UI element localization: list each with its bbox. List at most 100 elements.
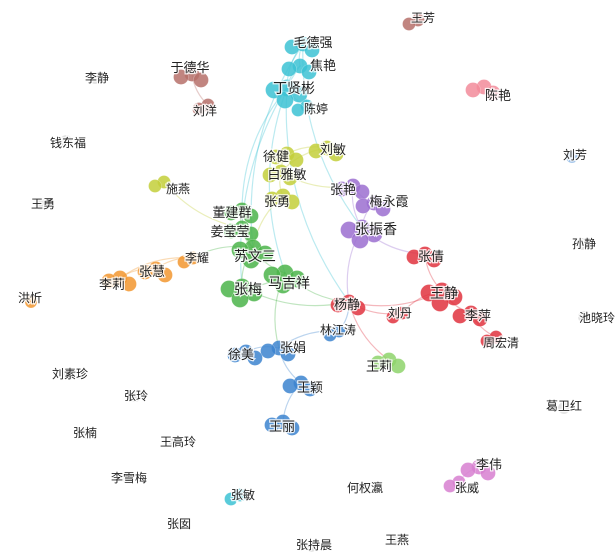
network-node: [291, 99, 314, 117]
node-label: 张慧: [139, 264, 165, 280]
network-node: [263, 264, 306, 294]
node-bubble: [480, 334, 494, 348]
node-bubble: [274, 276, 292, 294]
node-label: 钱东福: [50, 135, 86, 150]
network-node: [260, 340, 296, 362]
node-bubble: [351, 231, 369, 249]
node-bubble: [350, 300, 366, 316]
node-bubble: [557, 401, 571, 415]
network-node: [168, 435, 182, 449]
node-label: 于德华: [170, 61, 209, 76]
node-label: 李伟: [476, 458, 502, 473]
node-bubble: [308, 143, 324, 159]
node-bubble: [577, 310, 591, 324]
network-node: [223, 202, 259, 224]
node-bubble: [192, 102, 206, 116]
network-node: [282, 375, 318, 397]
node-bubble: [121, 471, 135, 485]
node-bubble: [262, 167, 278, 183]
node-bubble: [431, 294, 449, 312]
network-node: [265, 79, 308, 109]
node-label: 王静: [430, 286, 458, 302]
node-label: 张勇: [264, 195, 290, 210]
node-label: 刘洋: [193, 103, 217, 118]
network-node: [128, 389, 142, 403]
node-bubble: [334, 181, 350, 197]
node-label: 马吉祥: [268, 276, 310, 292]
node-label: 王颖: [297, 381, 323, 396]
node-bubble: [62, 367, 76, 381]
node-bubble: [406, 249, 422, 265]
node-bubble: [223, 205, 239, 221]
network-node: [402, 13, 425, 31]
network-node: [465, 79, 501, 101]
node-label: 陈婷: [304, 101, 328, 116]
network-node: [330, 294, 366, 316]
node-bubble: [173, 69, 189, 85]
node-bubble: [268, 149, 284, 165]
node-bubble: [575, 237, 589, 251]
node-bubble: [224, 492, 238, 506]
network-node: [575, 237, 589, 251]
node-label: 白雅敏: [267, 167, 306, 183]
network-node: [480, 330, 503, 348]
network-node: [173, 66, 209, 88]
node-bubble: [121, 276, 137, 292]
node-bubble: [168, 435, 182, 449]
node-label: 李雪梅: [111, 470, 147, 485]
node-label: 苏文三: [234, 249, 276, 265]
node-label: 梅永霞: [369, 195, 408, 210]
network-node: [220, 278, 263, 308]
node-label: 王芳: [411, 11, 435, 25]
node-label: 刘敏: [320, 143, 346, 158]
node-label: 李萍: [465, 309, 491, 324]
node-bubble: [370, 355, 386, 371]
network-node: [231, 239, 274, 269]
network-node: [284, 36, 320, 58]
node-bubble: [284, 194, 300, 210]
node-bubble: [284, 39, 300, 55]
network-node: [308, 140, 344, 162]
node-label: 张梅: [234, 282, 262, 298]
node-label: 王燕: [385, 533, 409, 547]
node-bubble: [282, 170, 298, 186]
node-label: 董建群: [212, 206, 251, 221]
node-bubble: [284, 420, 300, 436]
network-node: [224, 488, 247, 506]
network-node: [148, 175, 171, 193]
node-bubble: [220, 280, 238, 298]
node-label: 李耀: [185, 250, 209, 265]
network-node: [262, 164, 298, 186]
node-label: 张威: [455, 481, 479, 495]
node-bubble: [301, 64, 317, 80]
node-bubble: [242, 251, 260, 269]
network-node: [101, 270, 137, 292]
network-node: [79, 426, 93, 440]
node-bubble: [330, 297, 346, 313]
network-node: [59, 134, 73, 148]
network-node: [137, 261, 173, 283]
network-node: [355, 195, 391, 217]
network-node: [577, 310, 591, 324]
node-bubble: [443, 479, 457, 493]
node-bubble: [390, 358, 406, 374]
node-label: 徐健: [263, 150, 289, 165]
network-node: [323, 324, 346, 342]
network-node: [565, 150, 579, 164]
node-bubble: [247, 350, 263, 366]
node-label: 丁贤彬: [273, 81, 315, 97]
node-bubble: [137, 264, 153, 280]
network-node: [357, 481, 371, 495]
node-label: 张囡: [167, 517, 191, 531]
node-label: 施燕: [166, 182, 190, 196]
network-node: [420, 282, 463, 312]
network-node: [460, 459, 496, 481]
node-label: 焦艳: [310, 58, 336, 74]
network-node: [304, 539, 318, 553]
node-bubble: [24, 295, 38, 309]
node-bubble: [260, 343, 276, 359]
network-node: [192, 98, 215, 116]
network-node: [557, 401, 571, 415]
network-node: [389, 533, 403, 547]
network-node: [264, 188, 300, 210]
